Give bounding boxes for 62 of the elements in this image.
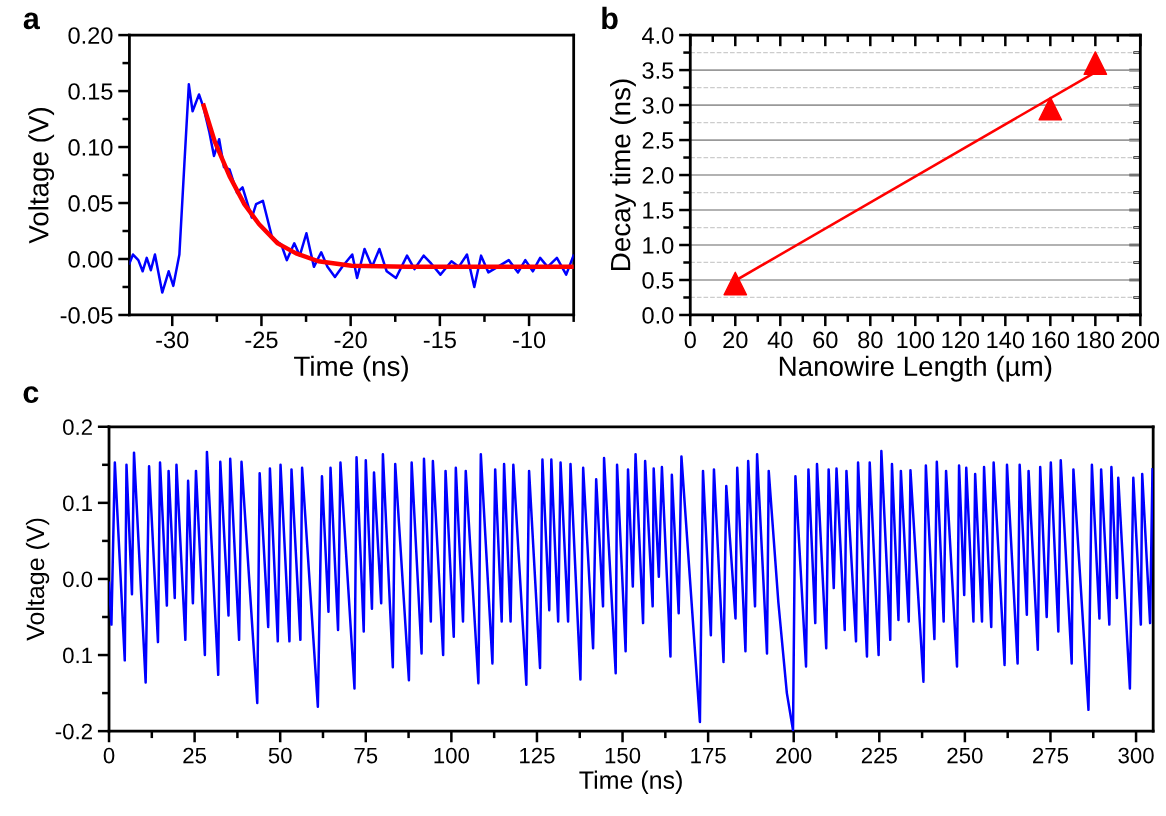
x-tick-label: 140 — [987, 331, 1025, 349]
y-axis-title: Decay time (ns) — [610, 79, 636, 270]
x-axis-title: Nanowire Length (µm) — [779, 355, 1052, 382]
y-tick-label: 2.5 — [642, 132, 674, 149]
x-tick-label: 275 — [1033, 747, 1069, 764]
y-tick-label: 4.0 — [642, 27, 674, 44]
point — [1038, 96, 1063, 121]
y-tick-label: 0.15 — [68, 83, 113, 100]
x-tick-label: 180 — [1077, 331, 1115, 349]
x-tick-label: 100 — [434, 747, 470, 764]
x-tick-label: 200 — [1121, 331, 1160, 349]
y-tick-label: 0.20 — [68, 27, 113, 44]
x-tick-label: -25 — [245, 331, 278, 349]
y-axis-title: Voltage (V) — [28, 108, 55, 244]
y-tick-label: 0.00 — [68, 251, 113, 268]
x-tick-label: 20 — [723, 331, 748, 349]
y-tick-label: -0.05 — [60, 307, 113, 324]
x-tick-label: 0 — [684, 331, 696, 349]
x-tick-label: 150 — [605, 747, 641, 764]
x-tick-label: 200 — [776, 747, 812, 764]
y-tick-label: 0.05 — [68, 195, 113, 212]
x-tick-label: -30 — [156, 331, 189, 349]
x-tick-label: 175 — [691, 747, 726, 764]
y-tick-label: 1.0 — [643, 237, 674, 254]
y-tick-label: 1.5 — [643, 202, 674, 219]
y-tick-label: 0.1 — [63, 647, 92, 664]
y-tick-label: -0.2 — [55, 723, 92, 740]
x-tick-label: 120 — [942, 331, 980, 349]
y-tick-label: 0.0 — [63, 571, 93, 588]
y-tick-label: 2.0 — [642, 167, 674, 184]
chart-title: a — [23, 12, 40, 30]
x-tick-label: -20 — [334, 331, 367, 349]
x-tick-label: 60 — [813, 331, 838, 349]
point — [723, 271, 748, 296]
x-tick-label: 50 — [268, 747, 292, 764]
x-tick-label: 0 — [103, 747, 115, 764]
y-tick-label: 0.5 — [642, 272, 674, 289]
x-tick-label: -10 — [513, 331, 546, 349]
x-tick-label: 250 — [947, 747, 983, 764]
x-axis-title: Time (ns) — [294, 355, 408, 382]
chart-title: c — [23, 386, 39, 404]
x-tick-label: 300 — [1118, 747, 1154, 764]
y-tick-label: 0.0 — [642, 307, 674, 324]
x-tick-label: 160 — [1032, 331, 1070, 349]
y-tick-label: 3.0 — [642, 97, 674, 114]
x-tick-label: 75 — [354, 747, 378, 764]
line-series — [201, 103, 574, 270]
x-tick-label: -15 — [423, 331, 456, 349]
y-axis-title: Voltage (V) — [25, 518, 50, 641]
x-tick-label: 25 — [183, 747, 207, 764]
point — [1083, 51, 1108, 75]
y-tick-label: 3.5 — [642, 62, 674, 79]
y-tick-label: 0.2 — [63, 419, 92, 436]
x-tick-label: 40 — [767, 331, 793, 349]
y-tick-label: 0.1 — [63, 495, 92, 512]
x-axis-title: Time (ns) — [579, 770, 682, 794]
y-tick-label: 0.10 — [68, 139, 113, 156]
chart-title: b — [602, 6, 618, 30]
x-tick-label: 100 — [897, 331, 935, 349]
x-tick-label: 80 — [858, 331, 883, 349]
x-tick-label: 225 — [861, 747, 897, 764]
x-tick-label: 125 — [520, 747, 555, 764]
